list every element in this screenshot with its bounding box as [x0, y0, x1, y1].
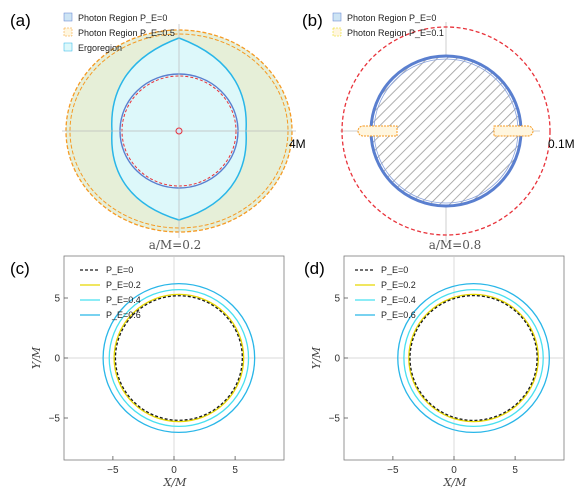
legend-a-2: Ergoregion: [78, 43, 122, 53]
y-tick-label-c-0: −5: [49, 414, 61, 425]
legend-swatch-b-1: [332, 27, 342, 37]
legend-d: P_E=0 P_E=0.2 P_E=0.4 P_E=0.6: [355, 265, 416, 320]
series-circle-d-0: [409, 294, 538, 422]
series-circle-c-1: [113, 293, 245, 423]
panel-d: (d) a/M=0.8 −5 0 5 −5 0 5 X/M Y/M P_E=0 P_E=0…: [304, 238, 565, 489]
series-circle-d-2: [403, 288, 544, 428]
series-circle-c-2: [108, 288, 250, 428]
series-circle-c-3: [102, 282, 256, 434]
plot-d: −5 0 5 −5 0 5: [329, 256, 564, 476]
legend-c: P_E=0 P_E=0.2 P_E=0.4 P_E=0.6: [80, 265, 141, 320]
legend-swatch-a-2: [63, 42, 73, 52]
series-circle-d-1: [408, 293, 539, 423]
legend-d-1: P_E=0.2: [381, 280, 416, 290]
y-tick-label-d-0: −5: [329, 414, 341, 425]
panel-c-label: (c): [10, 259, 30, 278]
x-tick-label-d-0: −5: [387, 465, 399, 476]
panel-b: (b) 0.1M Photon Region P_E=0 Photon Regi…: [302, 11, 575, 242]
panel-d-label: (d): [304, 259, 325, 278]
legend-c-2: P_E=0.4: [106, 295, 141, 305]
red-dashed-outer-circle: [341, 26, 551, 236]
x-tick-label-d-2: 5: [512, 465, 518, 476]
center-marker-a: [175, 127, 183, 135]
legend-c-1: P_E=0.2: [106, 280, 141, 290]
photon-region-lobe-left: [357, 125, 398, 137]
panel-d-title: a/M=0.8: [429, 238, 482, 252]
legend-a: Photon Region P_E=0 Photon Region P_E=0.…: [63, 12, 175, 53]
y-tick-label-d-1: 0: [334, 354, 340, 365]
legend-b-1: Photon Region P_E=0.1: [347, 28, 444, 38]
scale-label-b: 0.1M: [548, 137, 575, 151]
legend-d-2: P_E=0.4: [381, 295, 416, 305]
y-tick-label-c-1: 0: [54, 354, 60, 365]
photon-region-lobe-right: [493, 125, 534, 137]
y-tick-label-d-2: 5: [334, 294, 340, 305]
panel-c-title: a/M=0.2: [149, 238, 202, 252]
y-tick-label-c-2: 5: [54, 294, 60, 305]
legend-d-3: P_E=0.6: [381, 310, 416, 320]
legend-swatch-a-1: [63, 27, 73, 37]
scale-label-a: 4M: [289, 137, 306, 151]
legend-c-0: P_E=0: [106, 265, 133, 275]
series-circle-d-3: [397, 282, 550, 434]
x-tick-label-c-0: −5: [107, 465, 119, 476]
legend-a-0: Photon Region P_E=0: [78, 13, 167, 23]
x-tick-label-c-2: 5: [232, 465, 238, 476]
legend-d-0: P_E=0: [381, 265, 408, 275]
panel-d-ylabel: Y/M: [310, 346, 323, 369]
panel-a: (a) 4M Photon Region P_E=0 Photon Region…: [10, 11, 306, 238]
legend-b: Photon Region P_E=0 Photon Region P_E=0.…: [332, 12, 444, 38]
panel-c: (c) a/M=0.2 −5 0 5 −5 0 5 X/M Y/M P_E=0 P_E=0…: [10, 238, 285, 489]
legend-swatch-a-0: [63, 12, 73, 22]
panel-c-ylabel: Y/M: [30, 346, 43, 369]
panel-b-label: (b): [302, 11, 323, 30]
series-circle-c-0: [114, 295, 243, 421]
plot-c: −5 0 5 −5 0 5: [49, 256, 284, 476]
legend-b-0: Photon Region P_E=0: [347, 13, 436, 23]
x-tick-label-d-1: 0: [451, 465, 457, 476]
x-tick-label-c-1: 0: [171, 465, 177, 476]
panel-d-xlabel: X/M: [443, 476, 468, 489]
panel-a-label: (a): [10, 11, 31, 30]
legend-swatch-b-0: [332, 12, 342, 22]
panel-c-xlabel: X/M: [163, 476, 188, 489]
legend-c-3: P_E=0.6: [106, 310, 141, 320]
legend-a-1: Photon Region P_E=0.5: [78, 28, 175, 38]
